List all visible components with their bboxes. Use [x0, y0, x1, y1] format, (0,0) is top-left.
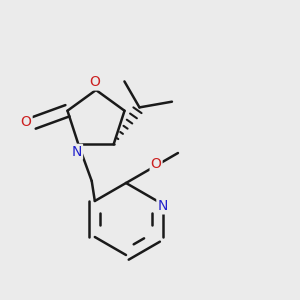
Text: O: O: [89, 76, 100, 89]
Text: O: O: [21, 115, 32, 128]
Text: N: N: [158, 200, 168, 213]
Text: N: N: [72, 145, 82, 159]
Text: O: O: [151, 157, 161, 170]
